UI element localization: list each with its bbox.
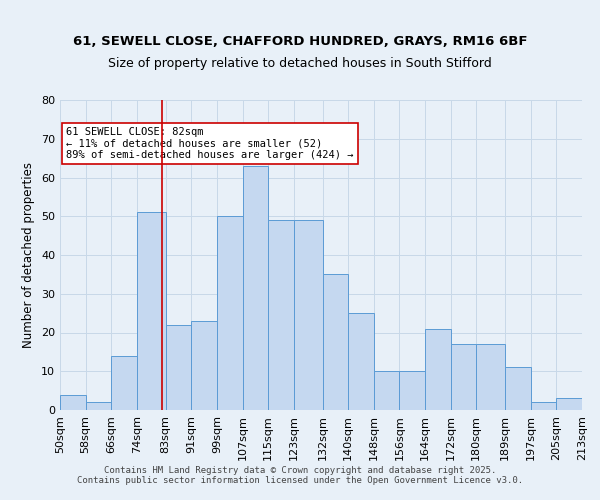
Bar	[60, 394, 86, 410]
Text: Size of property relative to detached houses in South Stifford: Size of property relative to detached ho…	[108, 58, 492, 70]
Text: 61 SEWELL CLOSE: 82sqm
← 11% of detached houses are smaller (52)
89% of semi-det: 61 SEWELL CLOSE: 82sqm ← 11% of detached…	[67, 127, 354, 160]
Bar	[137, 212, 166, 410]
Text: Contains HM Land Registry data © Crown copyright and database right 2025.
Contai: Contains HM Land Registry data © Crown c…	[77, 466, 523, 485]
Bar	[476, 344, 505, 410]
Text: 61, SEWELL CLOSE, CHAFFORD HUNDRED, GRAYS, RM16 6BF: 61, SEWELL CLOSE, CHAFFORD HUNDRED, GRAY…	[73, 35, 527, 48]
Bar	[323, 274, 348, 410]
Bar	[400, 371, 425, 410]
Bar	[505, 368, 531, 410]
Bar	[425, 328, 451, 410]
Bar	[268, 220, 294, 410]
Bar	[556, 398, 582, 410]
Bar	[294, 220, 323, 410]
Bar	[531, 402, 556, 410]
Bar	[451, 344, 476, 410]
Bar	[242, 166, 268, 410]
Y-axis label: Number of detached properties: Number of detached properties	[22, 162, 35, 348]
Bar	[166, 325, 191, 410]
Bar	[191, 321, 217, 410]
Bar	[348, 313, 374, 410]
Bar	[86, 402, 111, 410]
Bar	[374, 371, 400, 410]
Bar	[111, 356, 137, 410]
Bar	[217, 216, 242, 410]
